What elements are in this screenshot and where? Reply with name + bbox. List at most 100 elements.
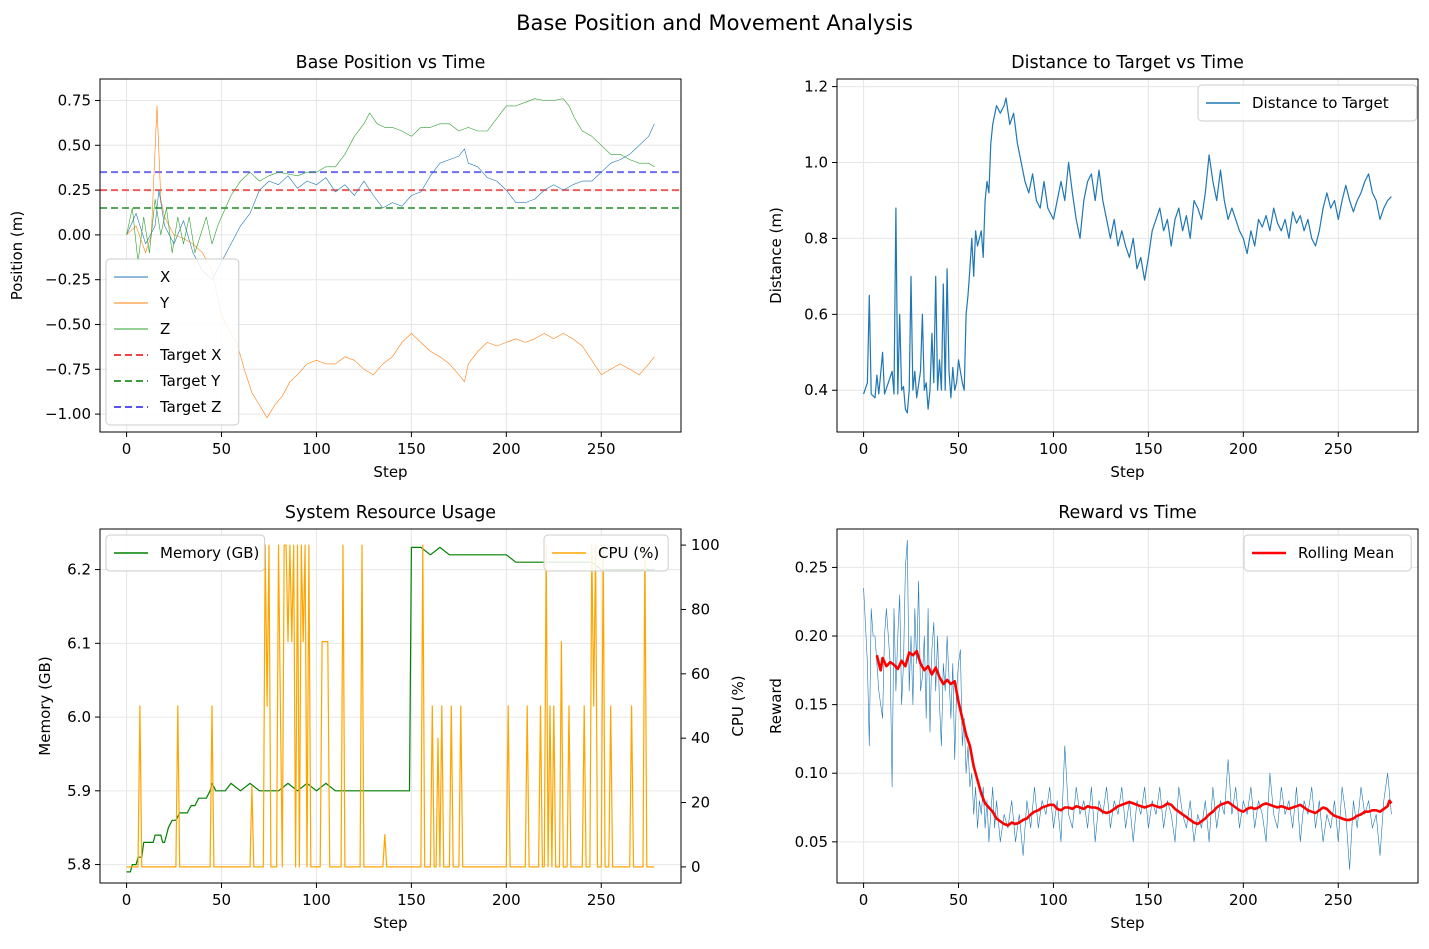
y-tick-label: 1.2 [804,78,828,96]
y-axis-label: Position (m) [8,211,26,301]
y-tick-label: 0.75 [58,92,91,110]
legend: Memory (GB) [105,534,266,572]
y-tick-label: 0.20 [795,627,828,645]
x-tick-label: 200 [1229,891,1258,909]
y-tick-label: 0.05 [795,833,828,851]
legend-frame [105,258,240,426]
legend-label: Distance to Target [1252,94,1389,112]
figure-title: Base Position and Movement Analysis [516,11,913,35]
series-distance-to-target [863,97,1392,414]
y-axis-right-label: CPU (%) [729,675,747,736]
y-axis-label: Memory (GB) [36,656,54,755]
y-tick-label: 0.25 [58,181,91,199]
y-right-tick-label: 60 [691,665,710,683]
y-tick-label: 0.10 [795,764,828,782]
legend-label: Target X [159,346,221,364]
y-tick-label: 0.15 [795,696,828,714]
y-tick-label: 0.00 [58,226,91,244]
x-tick-label: 50 [212,891,231,909]
legend-label: Target Y [159,372,221,390]
legend-frame [105,534,266,572]
y-tick-label: 6.2 [67,561,91,579]
chart-panels: 0 50 100 150 200 250−1.00−0.75−0.50−0.250.000… [8,53,1419,932]
x-tick-label: 0 [859,891,869,909]
series-x [126,123,655,280]
legend: Distance to Target [1197,84,1418,122]
y-axis-label: Reward [767,678,785,734]
legend-frame [1197,84,1418,122]
y-tick-label: 6.0 [67,708,91,726]
x-tick-label: 50 [949,891,968,909]
x-axis-label: Step [373,914,407,932]
x-tick-label: 50 [949,440,968,458]
y-tick-label: 5.9 [67,782,91,800]
x-tick-label: 200 [492,891,521,909]
chart-title: Base Position vs Time [296,53,486,73]
chart-sys: 0 50 100 150 200 250 5.8 5.9 6.0 6.1 6.2 0 20 40 60 80 1… [36,503,747,932]
chart-title: Distance to Target vs Time [1011,53,1244,73]
axes-frame [836,528,1419,884]
y-tick-label: 1.0 [804,154,828,172]
y-axis-label: Distance (m) [767,207,785,304]
series-raw-reward [863,539,1392,870]
y-right-tick-label: 80 [691,600,710,618]
x-tick-label: 250 [587,440,616,458]
series-cpu [126,544,655,868]
legend: CPU (%) [543,534,669,572]
x-tick-label: 150 [1134,891,1163,909]
series-z [126,98,655,263]
x-tick-label: 250 [587,891,616,909]
x-tick-label: 150 [397,891,426,909]
legend-label: Y [159,294,170,312]
y-tick-label: 0.25 [795,558,828,576]
y-tick-label: 6.1 [67,634,91,652]
chart-pos: 0 50 100 150 200 250 −1.00 −0.75 −0.50 −0.25 0.00 0… [8,53,682,481]
plot-area-sys [126,544,655,873]
legend-frame [1243,534,1412,572]
plot-area-dist [863,97,1392,414]
x-axis-label: Step [1110,463,1144,481]
y-tick-label: 0.50 [58,136,91,154]
series-y [126,105,655,418]
x-axis-label: Step [1110,914,1144,932]
x-axis-label: Step [373,463,407,481]
y-tick-label: 0.4 [804,381,828,399]
x-tick-label: 100 [1039,440,1068,458]
x-tick-label: 0 [859,440,869,458]
y-right-tick-label: 20 [691,794,710,812]
x-tick-label: 200 [1229,440,1258,458]
x-tick-label: 50 [212,440,231,458]
chart-title: System Resource Usage [285,503,496,523]
x-tick-label: 150 [1134,440,1163,458]
y-tick-label: −0.75 [45,360,91,378]
chart-title: Reward vs Time [1058,503,1197,523]
legend: XYZ Target X Target Y Target Z [105,258,240,426]
x-tick-label: 100 [1039,891,1068,909]
x-tick-label: 0 [122,440,132,458]
legend-label: Z [160,320,170,338]
series-rolling-mean [875,649,1393,827]
legend-frame [543,534,669,572]
y-right-tick-label: 100 [691,536,720,554]
axes-frame [99,78,682,433]
chart-reward: 0 50 100 150 200 250 0.05 0.10 0.15 0.20 0.25 Rewar… [767,503,1419,932]
x-tick-label: 100 [302,891,331,909]
legend: Rolling Mean [1243,534,1412,572]
y-tick-label: −1.00 [45,405,91,423]
x-tick-label: 100 [302,440,331,458]
legend-label: CPU (%) [598,544,659,562]
axes-frame [836,78,1419,433]
y-tick-label: 0.8 [804,229,828,247]
y-right-tick-label: 40 [691,729,710,747]
x-tick-label: 250 [1324,440,1353,458]
axes-frame [99,528,682,884]
y-tick-label: 5.8 [67,856,91,874]
x-tick-label: 150 [397,440,426,458]
legend-label: X [160,268,170,286]
y-tick-label: 0.6 [804,305,828,323]
plot-area-reward [863,539,1393,870]
chart-dist: 0 50 100 150 200 250 0.4 0.6 0.8 1.0 1.2 Distance t… [767,53,1419,481]
legend-label: Target Z [159,398,221,416]
x-tick-label: 0 [122,891,132,909]
